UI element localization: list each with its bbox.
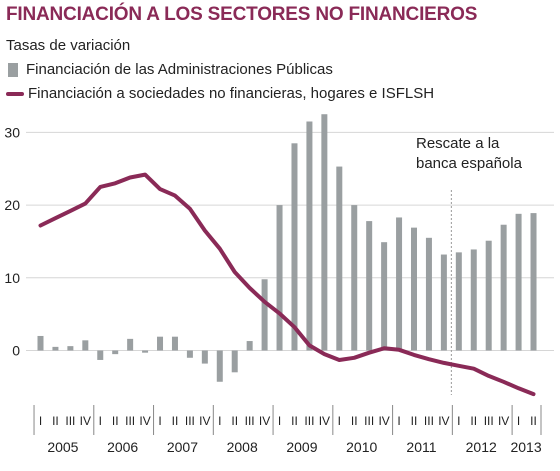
series-line — [38, 172, 536, 397]
bar — [440, 254, 447, 351]
legend-item-line: Financiación a sociedades no financieras… — [6, 85, 434, 102]
quarter-label: II — [351, 414, 358, 428]
bar — [142, 350, 149, 353]
legend-swatch-line — [6, 91, 24, 96]
bar — [455, 252, 462, 351]
chart-subtitle: Tasas de variación — [6, 37, 131, 54]
quarter-label: III — [185, 414, 195, 428]
quarter-label: IV — [80, 414, 91, 428]
quarter-label: III — [245, 414, 255, 428]
quarter-label: IV — [319, 414, 330, 428]
quarter-label: IV — [378, 414, 389, 428]
bar — [261, 279, 268, 351]
quarter-label: III — [304, 414, 314, 428]
year-label: 2006 — [107, 439, 138, 455]
quarter-label: I — [517, 414, 520, 428]
quarter-label: III — [424, 414, 434, 428]
bar — [396, 217, 403, 351]
annotation-text-line1: Rescate a la — [416, 135, 500, 152]
quarter-label: II — [291, 414, 298, 428]
y-tick-label: 30 — [4, 124, 20, 140]
quarter-label: I — [397, 414, 400, 428]
bar — [157, 336, 164, 351]
bar — [515, 213, 522, 351]
quarter-label: II — [52, 414, 59, 428]
bar — [321, 114, 328, 351]
quarter-label: III — [364, 414, 374, 428]
bar — [186, 350, 193, 358]
bar — [246, 341, 253, 351]
bar — [530, 213, 537, 351]
quarter-label: II — [470, 414, 477, 428]
bar — [127, 338, 134, 351]
bar — [82, 340, 89, 351]
bar — [500, 224, 507, 351]
quarter-label: III — [125, 414, 135, 428]
quarter-label: IV — [139, 414, 150, 428]
bar — [306, 121, 313, 351]
quarter-label: IV — [199, 414, 210, 428]
quarter-label: II — [112, 414, 119, 428]
year-label: 2011 — [406, 439, 436, 455]
quarter-label: III — [65, 414, 75, 428]
bar — [201, 350, 208, 364]
bar — [276, 205, 283, 351]
y-tick-label: 0 — [12, 343, 20, 359]
bar — [97, 350, 104, 360]
quarter-label: II — [530, 414, 537, 428]
year-label: 2013 — [510, 439, 541, 455]
bar — [291, 143, 298, 351]
bar — [231, 350, 238, 373]
quarter-label: I — [457, 414, 460, 428]
year-label: 2010 — [346, 439, 377, 455]
annotation-text-line2: banca española — [416, 155, 523, 172]
quarter-label: I — [39, 414, 42, 428]
year-label: 2008 — [227, 439, 258, 455]
bar — [366, 221, 373, 351]
y-tick-label: 20 — [4, 197, 20, 213]
legend-label-line: Financiación a sociedades no financieras… — [28, 85, 435, 102]
bar — [351, 205, 358, 351]
bar — [52, 346, 59, 351]
bar — [411, 227, 417, 351]
quarter-label: I — [338, 414, 341, 428]
chart-title: FINANCIACIÓN A LOS SECTORES NO FINANCIER… — [6, 4, 478, 25]
quarter-label: III — [484, 414, 494, 428]
y-tick-label: 10 — [4, 270, 20, 286]
year-label: 2007 — [167, 439, 198, 455]
quarter-label: II — [231, 414, 238, 428]
bar — [37, 335, 44, 351]
quarter-label: I — [278, 414, 281, 428]
bar — [381, 242, 388, 351]
bar — [112, 350, 119, 355]
legend-swatch-bars — [8, 62, 18, 77]
quarter-label: II — [411, 414, 418, 428]
quarter-label: I — [158, 414, 161, 428]
quarter-label: II — [172, 414, 179, 428]
bar — [470, 249, 477, 351]
bar — [336, 166, 343, 351]
year-label: 2005 — [47, 439, 78, 455]
legend-label-bars: Financiación de las Administraciones Púb… — [26, 61, 333, 78]
year-label: 2009 — [286, 439, 317, 455]
bar — [67, 346, 74, 351]
quarter-label: IV — [498, 414, 509, 428]
bar — [216, 350, 223, 382]
quarter-label: I — [218, 414, 221, 428]
quarter-label: IV — [259, 414, 270, 428]
legend-item-bars: Financiación de las Administraciones Púb… — [6, 61, 333, 78]
bar — [425, 237, 432, 351]
bar — [485, 240, 492, 351]
quarter-label: IV — [438, 414, 449, 428]
quarter-label: I — [99, 414, 102, 428]
year-label: 2012 — [466, 439, 497, 455]
bar — [171, 336, 178, 351]
